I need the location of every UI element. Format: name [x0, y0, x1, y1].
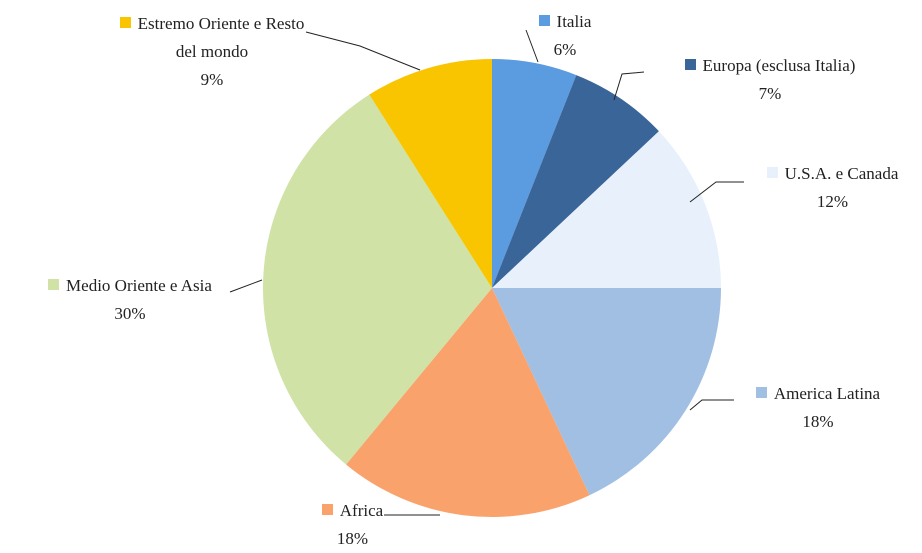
slice-label: Medio Oriente e Asia 30%: [10, 272, 250, 328]
leader-line: [689, 181, 744, 203]
slice-label: U.S.A. e Canada 12%: [745, 160, 920, 216]
category-name: Medio Oriente e Asia: [66, 276, 212, 295]
label-name-line: Estremo Oriente e Resto del mondo: [112, 10, 312, 66]
pie-slice: [492, 59, 577, 288]
value-label: 7%: [758, 84, 782, 103]
category-name: Estremo Oriente e Resto del mondo: [137, 14, 305, 61]
legend-swatch: [48, 279, 60, 290]
pie-slice: [492, 75, 659, 289]
slice-label: Italia 6%: [525, 8, 605, 64]
value-label: 18%: [802, 412, 834, 431]
legend-swatch: [766, 167, 778, 178]
category-name: America Latina: [773, 384, 881, 403]
pie-slice: [263, 94, 492, 465]
category-name: Africa: [339, 501, 384, 520]
legend-swatch: [119, 17, 131, 28]
leader-lines: [229, 29, 744, 516]
label-name-line: U.S.A. e Canada: [745, 160, 920, 188]
value-label: 30%: [114, 304, 146, 323]
leader-line: [305, 31, 421, 71]
label-name-line: America Latina: [728, 380, 908, 408]
value-label: 18%: [336, 529, 369, 548]
label-name-line: Medio Oriente e Asia: [10, 272, 250, 300]
legend-swatch: [684, 59, 696, 70]
pie-slice: [492, 288, 721, 496]
slice-label: Estremo Oriente e Resto del mondo 9%: [112, 10, 312, 94]
leader-line: [613, 71, 645, 101]
pie-slice: [369, 59, 492, 288]
category-name: Europa (esclusa Italia): [702, 56, 856, 75]
pie: [263, 59, 721, 517]
leader-line: [229, 279, 263, 293]
pie-slice: [346, 288, 590, 517]
label-name-line: Italia: [525, 8, 605, 36]
legend-swatch: [538, 15, 550, 26]
slice-label: America Latina 18%: [728, 380, 908, 436]
legend-swatch: [321, 504, 333, 515]
label-name-line: Africa: [300, 497, 405, 525]
value-label: 6%: [553, 40, 577, 59]
slice-label: Africa 18%: [300, 497, 405, 553]
legend-swatch: [755, 387, 767, 398]
category-name: Italia: [556, 12, 592, 31]
pie-slice: [492, 131, 721, 288]
leader-line: [525, 29, 539, 63]
value-label: 9%: [200, 70, 224, 89]
leader-line: [689, 399, 734, 411]
label-name-line: Europa (esclusa Italia): [640, 52, 900, 80]
category-name: U.S.A. e Canada: [784, 164, 899, 183]
value-label: 12%: [816, 192, 849, 211]
slice-label: Europa (esclusa Italia) 7%: [640, 52, 900, 108]
